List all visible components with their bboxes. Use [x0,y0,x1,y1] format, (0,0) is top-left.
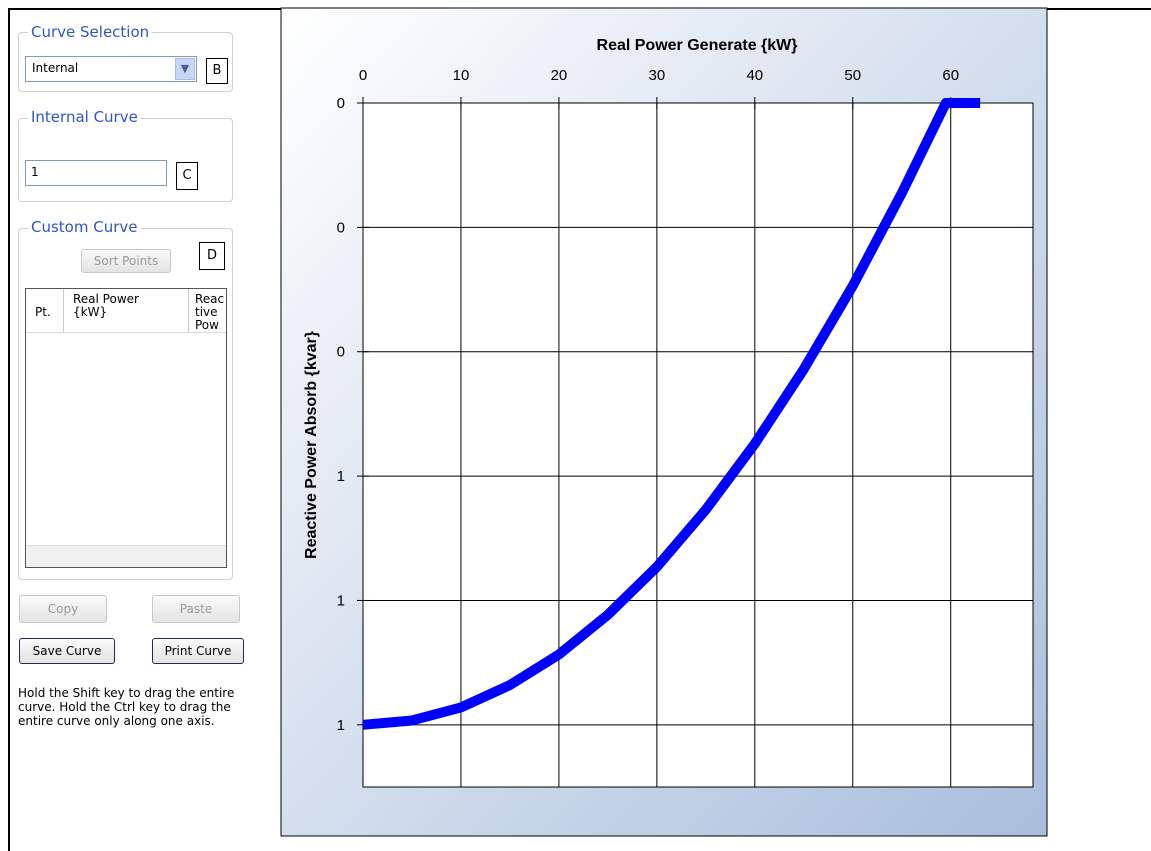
y-tick-label: 0 [337,344,345,361]
x-tick-label: 60 [942,67,959,84]
dropdown-arrow[interactable]: ▼ [175,58,195,80]
sort-button[interactable]: Sort Points [81,249,171,273]
x-axis-title: Real Power Generate {kW} [597,37,798,54]
x-tick-label: 0 [359,67,367,84]
x-tick-label: 20 [551,67,568,84]
paste-button[interactable]: Paste [152,595,240,623]
help-text: Hold the Shift key to drag the entire cu… [18,686,235,728]
print-button[interactable]: Print Curve [152,638,244,664]
group-title: Custom Curve [28,218,141,236]
y-tick-label: 1 [337,717,345,734]
textbox[interactable]: 1 [25,160,167,186]
y-tick-label: 1 [337,592,345,609]
column-header-text: Reactive Power [195,292,225,333]
marker: C [176,162,198,190]
save-button[interactable]: Save Curve [19,638,115,664]
marker: D [199,242,225,270]
column-header-text: Real Power {kW} [73,292,139,319]
column-header[interactable]: Reactive Power [189,289,226,333]
marker: B [206,58,228,84]
y-tick-label: 0 [337,95,345,112]
x-tick-label: 40 [746,67,763,84]
column-header[interactable]: Real Power {kW} [64,289,189,333]
group-title: Curve Selection [28,23,153,41]
scrollbar[interactable] [26,545,226,567]
y-axis-title: Reactive Power Absorb {kvar} [303,331,320,559]
copy-button[interactable]: Copy [19,595,107,623]
curve [362,98,981,730]
y-tick-label: 0 [337,219,345,236]
group-title: Internal Curve [28,108,141,126]
x-tick-label: 50 [844,67,861,84]
x-tick-label: 10 [453,67,470,84]
point-list[interactable]: Pt. Real Power {kW} Reactive Power [25,288,227,568]
column-header[interactable]: Pt. [26,289,64,333]
dropdown[interactable]: Internal [25,56,197,82]
y-tick-label: 1 [337,468,345,485]
x-tick-label: 30 [649,67,666,84]
plot-area [362,102,1034,788]
